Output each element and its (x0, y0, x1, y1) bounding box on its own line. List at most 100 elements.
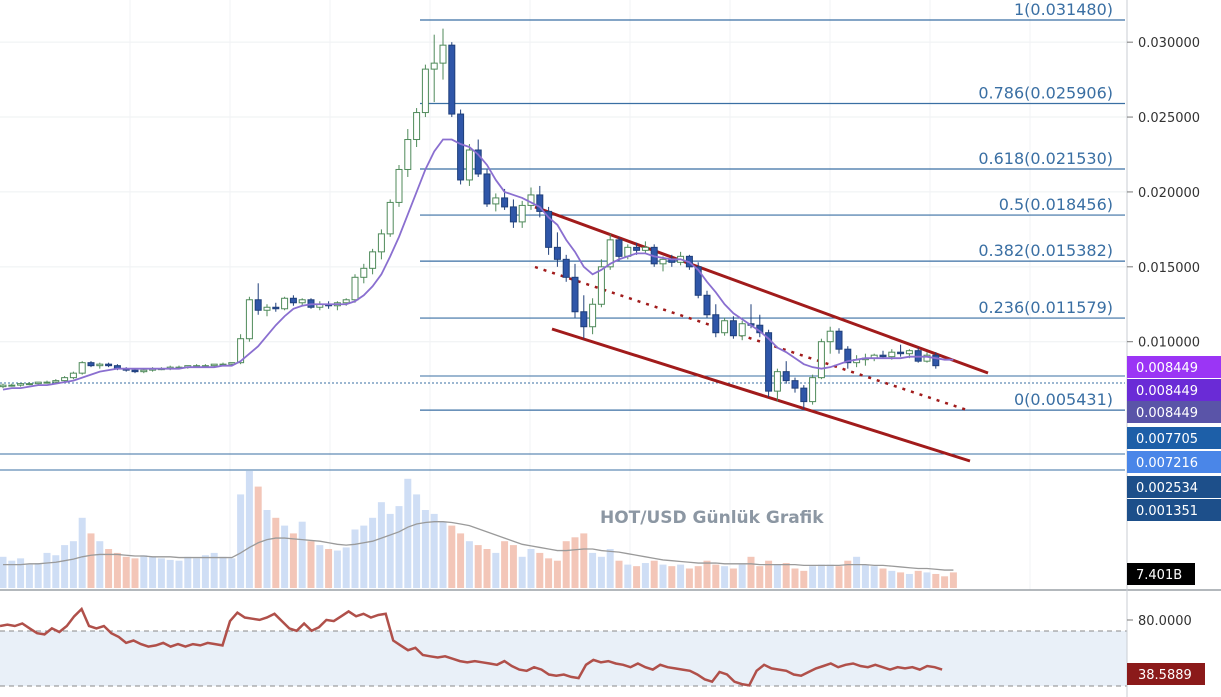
volume-bar (518, 556, 526, 588)
price-axis-tick-label: 0.025000 (1138, 111, 1200, 126)
volume-bar (360, 525, 368, 588)
candle-body (0, 384, 7, 388)
candle-body (430, 62, 438, 70)
volume-bar (633, 566, 641, 588)
candle-body (641, 246, 649, 251)
price-axis-tick-label: 0.010000 (1138, 336, 1200, 351)
price-tag (1127, 401, 1221, 423)
candle-body (800, 387, 808, 403)
fib-level-label: 0(0.005431) (1014, 390, 1113, 409)
moving-average-line (2, 138, 954, 391)
volume-bar (298, 521, 306, 588)
volume-bar (113, 552, 121, 588)
volume-bar (826, 564, 834, 588)
volume-bar (281, 525, 289, 588)
candle-body (360, 267, 368, 278)
price-axis: 0.030000 0.025000 0.020000 0.015000 0.010000 (1127, 36, 1200, 351)
price-axis-tick-label: 0.015000 (1138, 261, 1200, 276)
volume-bar (624, 564, 632, 588)
volume-bar (289, 533, 297, 588)
channel-lower-line (551, 327, 971, 463)
price-axis-tick-label: 0.030000 (1138, 36, 1200, 51)
volume-bar (844, 560, 852, 588)
volume-bar (34, 563, 42, 588)
volume-bar (897, 572, 905, 588)
volume-bar (219, 556, 227, 588)
candle-body (483, 173, 491, 205)
rsi-panel (0, 606, 1127, 687)
volume-bar (483, 549, 491, 588)
volume-bar (351, 529, 359, 588)
price-tag (1127, 499, 1221, 521)
volume-bar (501, 541, 509, 588)
volume-bar (272, 517, 280, 588)
price-tag-text: 0.001351 (1136, 504, 1198, 519)
volume-bar (465, 541, 473, 588)
volume-bar (131, 558, 139, 588)
candle-body (386, 201, 394, 235)
fib-level-label: 0.5(0.018456) (999, 195, 1113, 214)
volume-bar (870, 566, 878, 588)
price-tag-text: 0.008449 (1136, 361, 1198, 376)
candle-body (351, 276, 359, 301)
price-tags: 0.008449 0.008449 0.008449 0.007705 0.007216… (1127, 356, 1221, 585)
volume-bar (404, 478, 412, 588)
volume-bar (509, 545, 517, 588)
rsi-value-tag-text: 38.5889 (1138, 668, 1192, 683)
candle-body (703, 294, 711, 316)
candle-body (606, 239, 614, 268)
volume-bar (615, 560, 623, 588)
volume-bar (861, 564, 869, 588)
candle-body (905, 350, 913, 355)
candle-body (263, 306, 271, 311)
volume-bar (835, 566, 843, 588)
volume-bar (448, 525, 456, 588)
volume-bar (193, 558, 201, 588)
volume-bar (773, 564, 781, 588)
candle-body (474, 149, 482, 175)
candle-body (281, 297, 289, 310)
grid (0, 0, 1127, 590)
fibonacci-levels: 1(0.031480) 0.786(0.025906) 0.618(0.021530… (0, 0, 1125, 471)
volume-bar (677, 564, 685, 588)
candle-body (492, 197, 500, 205)
candle-body (888, 351, 896, 358)
rsi-line (0, 606, 943, 687)
candlesticks (0, 28, 940, 410)
candle-body (589, 303, 597, 328)
volume-bar (333, 550, 341, 588)
candle-body (61, 377, 69, 382)
candle-body (140, 369, 148, 373)
volume-bar (184, 556, 192, 588)
volume-bar (96, 541, 104, 588)
volume-bar (914, 570, 922, 588)
price-tag-text: 0.007216 (1136, 456, 1198, 471)
volume-bar (342, 547, 350, 588)
volume-bar (905, 573, 913, 588)
rsi-axis: 80.0000 38.5889 (1127, 614, 1205, 685)
fib-level-label: 1(0.031480) (1014, 0, 1113, 19)
price-tag-text: 0.008449 (1136, 406, 1198, 421)
volume-bar (0, 556, 7, 588)
volume-bar (149, 556, 157, 588)
candle-body (712, 314, 720, 334)
volume-bar (668, 566, 676, 588)
candle-body (509, 206, 517, 223)
volume-bar (210, 552, 218, 588)
volume-bar (8, 560, 16, 588)
volume-tag (1127, 563, 1195, 585)
candle-body (545, 210, 553, 248)
candle-body (738, 323, 746, 337)
volume-bar (228, 558, 236, 588)
volume-bar (562, 541, 570, 588)
candle-body (536, 194, 544, 212)
volume-bar (738, 564, 746, 588)
candle-body (69, 372, 77, 379)
candle-body (932, 354, 940, 367)
volume-bar (61, 545, 69, 588)
candle-body (765, 332, 773, 392)
price-tag (1127, 451, 1221, 473)
volume-bar (703, 560, 711, 588)
price-tag (1127, 476, 1221, 498)
